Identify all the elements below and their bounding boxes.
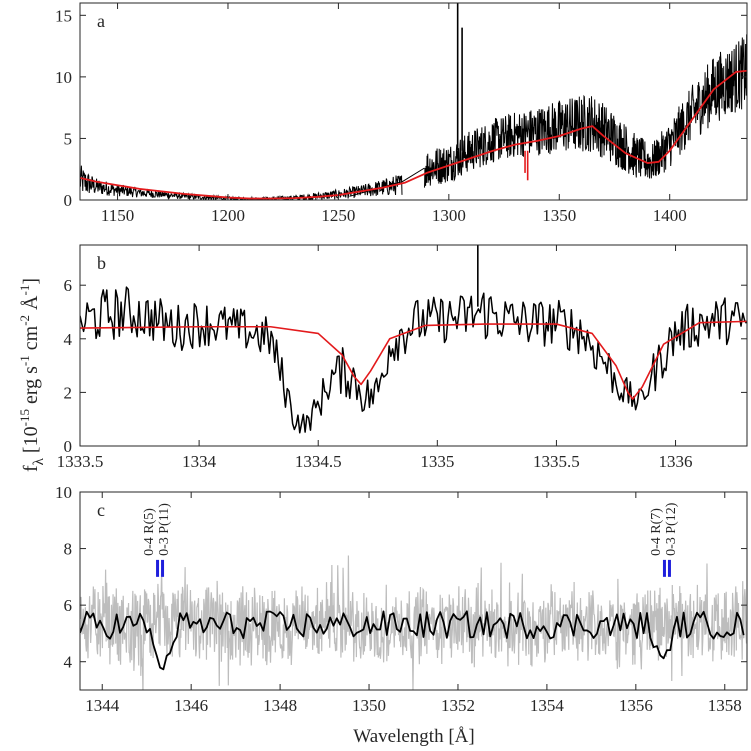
panel-letter: c — [97, 500, 105, 520]
model-line — [80, 69, 747, 200]
y-tick-label: 5 — [64, 129, 73, 148]
panel-b: 1333.513341334.513351335.513361336.50246… — [57, 244, 748, 471]
y-label-erg: erg s — [20, 366, 42, 409]
plot-area-c — [80, 555, 747, 690]
x-axis-label: Wavelength [Å] — [353, 726, 474, 747]
y-axis-label: fλ [10-15 erg s-1 cm-2 Å-1] — [17, 278, 47, 472]
x-tick-label: 1335 — [420, 452, 454, 471]
x-tick-label: 1400 — [653, 206, 687, 225]
y-tick-label: 10 — [55, 68, 72, 87]
x-tick-label: 1333.5 — [57, 452, 104, 471]
y-tick-label: 6 — [64, 276, 73, 295]
x-tick-label: 1354 — [530, 696, 565, 715]
y-tick-label: 10 — [55, 483, 72, 502]
transition-label-1-2: 0-3 P(11) — [157, 503, 172, 556]
binned-spectrum — [80, 610, 745, 671]
x-tick-label: 1344 — [85, 696, 120, 715]
x-tick-label: 1358 — [708, 696, 742, 715]
y-label-lambda: λ — [31, 457, 47, 465]
y-tick-label: 2 — [64, 383, 73, 402]
y-tick-label: 15 — [55, 6, 72, 25]
y-label-exp1: -15 — [17, 409, 32, 426]
panel-letter: a — [97, 11, 105, 31]
x-tick-label: 1348 — [263, 696, 297, 715]
x-tick-label: 1250 — [321, 206, 355, 225]
y-label-close: ] — [20, 278, 42, 285]
x-tick-label: 1334 — [182, 452, 217, 471]
transition-label-2-2: 0-3 P(12) — [664, 502, 679, 556]
y-tick-label: 6 — [64, 596, 73, 615]
y-tick-label: 4 — [64, 653, 73, 672]
transition-label-2-1: 0-4 R(7) — [649, 508, 664, 556]
x-tick-label: 1350 — [542, 206, 576, 225]
x-tick-label: 1336 — [659, 452, 693, 471]
panel-c: 0-4 R(5) 0-3 P(11) 0-4 R(7) 0-3 P(12) 1344 13… — [55, 483, 748, 715]
y-label-ang: Å — [20, 295, 42, 315]
x-tick-label: 1356 — [619, 696, 653, 715]
x-tick-label: 1334.5 — [295, 452, 342, 471]
axes-frame — [79, 2, 748, 201]
plot-area-b — [80, 245, 747, 434]
y-tick-label: 8 — [64, 540, 73, 559]
y-label-f: f — [20, 465, 42, 472]
y-tick-label: 0 — [64, 191, 73, 210]
x-tick-label: 1335.5 — [533, 452, 580, 471]
observed-spectrum — [80, 286, 747, 434]
y-label-exp2: -1 — [17, 355, 32, 366]
y-label-exp4: -1 — [17, 285, 32, 296]
axes-frame — [79, 491, 748, 691]
x-tick-label: 1352 — [441, 696, 475, 715]
panel-a: 1150 1200 1250 1300 1350 1400 0 5 10 15 a — [55, 2, 748, 225]
y-label-open: [10 — [20, 426, 42, 458]
axes-frame — [79, 244, 748, 447]
y-label-exp3: -2 — [17, 315, 32, 326]
panel-letter: b — [97, 253, 106, 273]
model-line — [80, 320, 747, 400]
y-tick-label: 4 — [64, 330, 73, 349]
x-tick-label: 1346 — [174, 696, 208, 715]
plot-area-a — [80, 3, 747, 200]
x-tick-label: 1150 — [101, 206, 134, 225]
x-tick-label: 1300 — [432, 206, 466, 225]
y-tick-label: 0 — [64, 437, 73, 456]
y-label-cm: cm — [20, 325, 42, 355]
x-tick-label: 1350 — [352, 696, 386, 715]
x-tick-label: 1200 — [211, 206, 245, 225]
transition-label-1-1: 0-4 R(5) — [142, 508, 157, 556]
